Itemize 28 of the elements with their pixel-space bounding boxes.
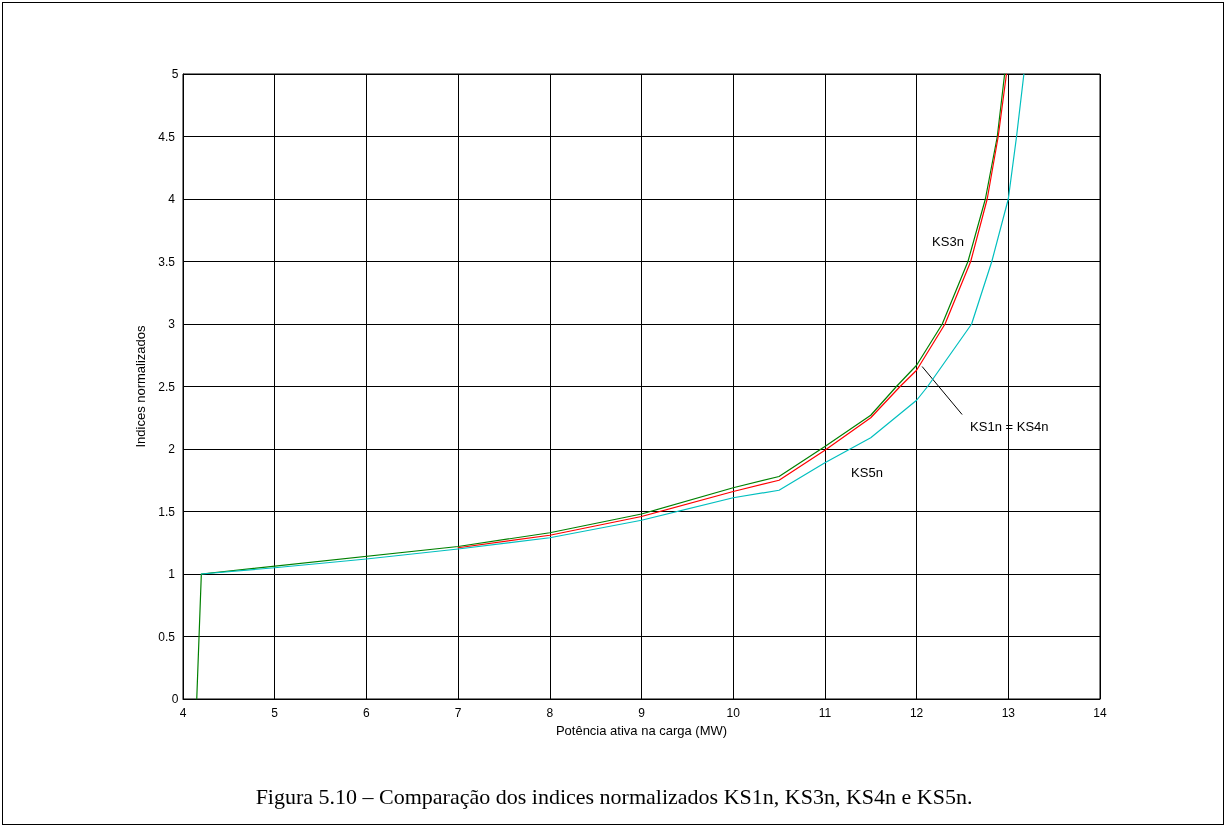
- y-tick-label: 4.5: [158, 129, 176, 144]
- y-axis-title: Indices normalizados: [133, 324, 149, 448]
- annotation: KS3n: [932, 233, 964, 249]
- y-tick-label: 0: [171, 692, 179, 706]
- x-tick-label: 8: [546, 706, 554, 720]
- x-tick-label: 5: [271, 706, 279, 720]
- x-tick-label: 12: [909, 706, 924, 720]
- y-tick-label: 1.5: [158, 504, 176, 519]
- annotation: KS5n: [851, 464, 883, 480]
- y-tick-label: 4: [168, 192, 176, 206]
- y-tick-label: 3: [168, 317, 176, 331]
- line-series: [196, 73, 1006, 700]
- x-tick-label: 9: [638, 706, 646, 720]
- x-tick-label: 6: [363, 706, 371, 720]
- x-axis-title: Potência ativa na carga (MW): [555, 722, 728, 738]
- x-tick-label: 13: [1001, 706, 1016, 720]
- y-tick-label: 0.5: [158, 629, 176, 644]
- y-tick-label: 2.5: [158, 379, 176, 394]
- x-tick-label: 11: [818, 706, 832, 720]
- y-tick-label: 3.5: [158, 254, 176, 269]
- y-tick-label: 2: [168, 442, 176, 456]
- text: Figura 5.10 – Comparação dos indices normalizados KS1n, KS3n, KS4n e KS5n.: [255, 783, 973, 809]
- line-series: [457, 73, 1008, 549]
- x-tick-label: 10: [726, 706, 741, 720]
- y-tick-label: 1: [168, 567, 176, 581]
- x-tick-label: 7: [454, 706, 462, 720]
- y-tick-label: 5: [171, 67, 179, 81]
- x-tick-label: 14: [1093, 706, 1107, 720]
